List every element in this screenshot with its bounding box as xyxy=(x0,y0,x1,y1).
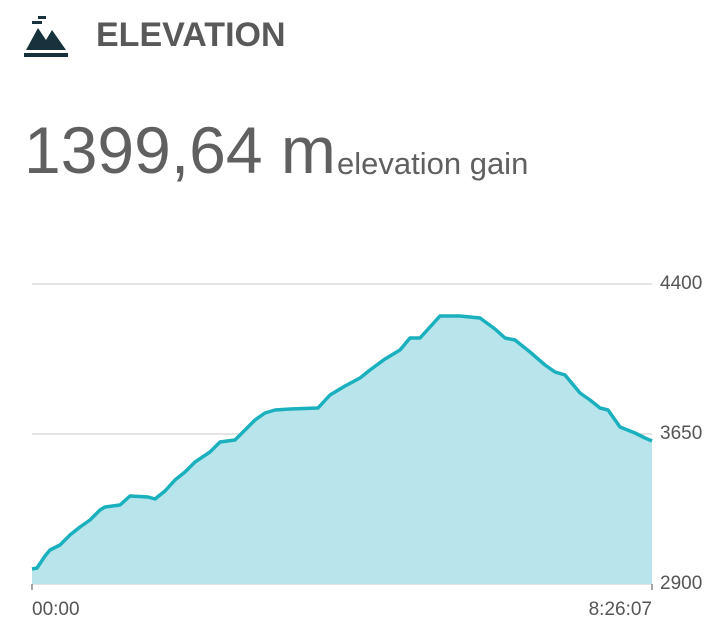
x-tick-label: 00:00 xyxy=(32,599,80,620)
elevation-line xyxy=(31,314,653,571)
gain-value: 1399,64 m xyxy=(24,113,336,187)
y-tick-label: 3650 xyxy=(660,423,702,444)
x-tick-label: 8:26:07 xyxy=(589,599,652,620)
elevation-icon xyxy=(24,16,68,57)
gain-label: elevation gain xyxy=(337,146,529,181)
section-title: ELEVATION xyxy=(96,16,286,54)
area-fill xyxy=(32,316,652,584)
y-tick-label: 2900 xyxy=(660,573,702,594)
y-tick-label: 4400 xyxy=(660,273,702,294)
